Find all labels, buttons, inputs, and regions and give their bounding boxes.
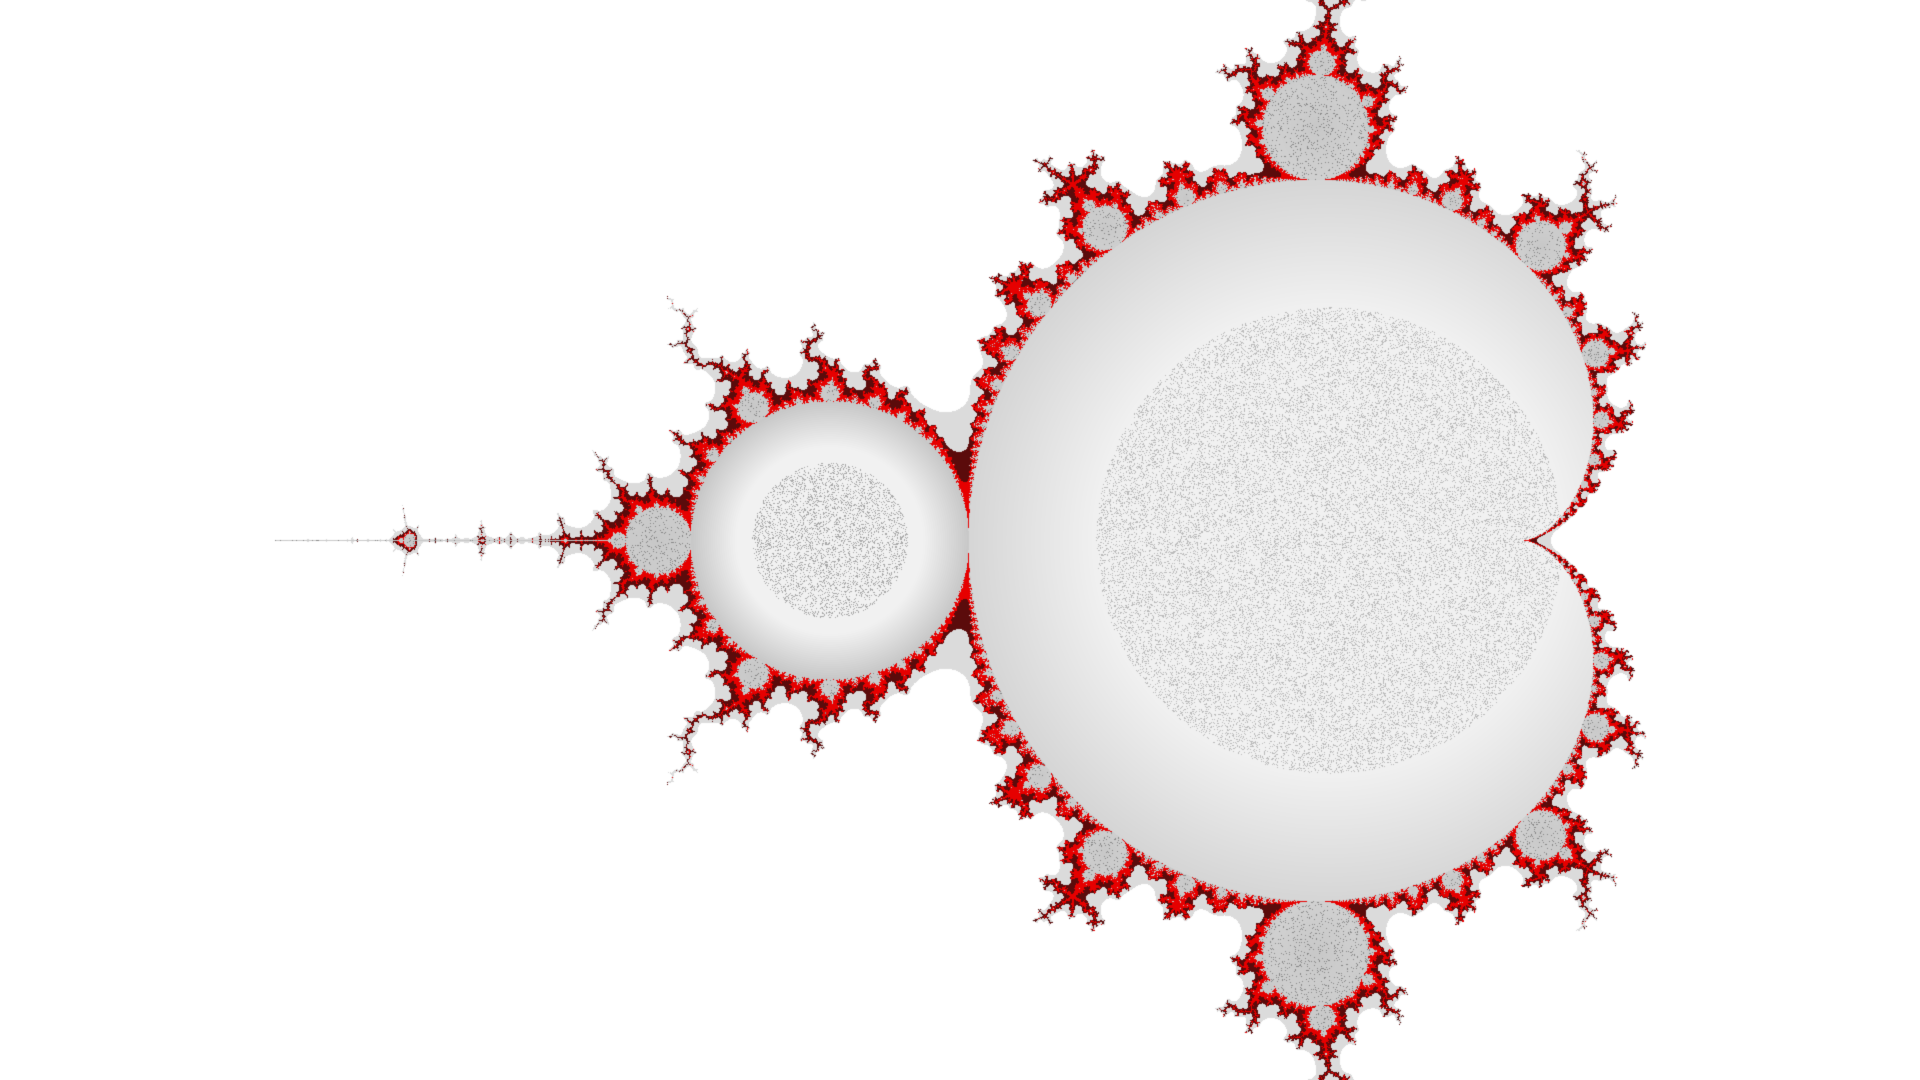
mandelbrot-fractal-image	[0, 0, 1920, 1080]
fractal-viewport	[0, 0, 1920, 1080]
